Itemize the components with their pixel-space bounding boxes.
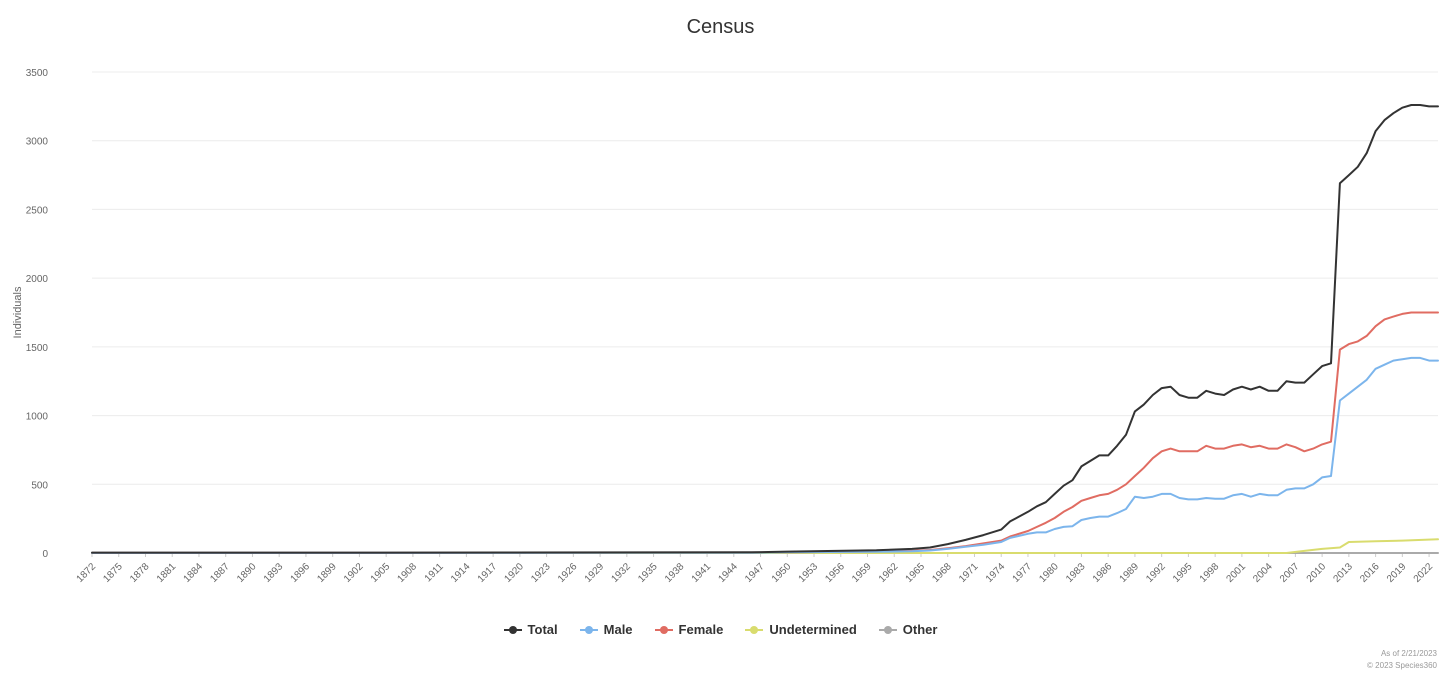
y-tick-label: 1500 xyxy=(26,343,49,354)
x-tick-label: 2022 xyxy=(1412,561,1436,585)
x-tick-label: 1911 xyxy=(423,561,446,584)
x-tick-label: 1941 xyxy=(690,561,714,585)
x-tick-label: 1908 xyxy=(396,561,420,585)
x-tick-label: 1923 xyxy=(529,561,553,585)
x-tick-label: 1875 xyxy=(101,561,125,585)
legend-symbol-icon xyxy=(654,625,673,635)
x-tick-label: 1917 xyxy=(476,561,500,585)
x-tick-label: 1959 xyxy=(850,561,874,585)
x-tick-label: 1887 xyxy=(208,561,232,585)
x-tick-label: 1974 xyxy=(984,561,1008,585)
legend: Total Male Female Undetermined Other xyxy=(0,622,1441,637)
credits: As of 2/21/2023 © 2023 Species360 xyxy=(1367,648,1437,672)
x-tick-label: 1962 xyxy=(877,561,901,585)
legend-item-male[interactable]: Male xyxy=(579,622,633,637)
x-tick-label: 1956 xyxy=(823,561,847,585)
legend-item-other[interactable]: Other xyxy=(878,622,938,637)
x-tick-label: 1881 xyxy=(155,561,179,585)
legend-label: Total xyxy=(527,622,558,637)
x-tick-label: 1944 xyxy=(716,561,740,585)
x-tick-label: 1893 xyxy=(262,561,286,585)
x-tick-label: 2004 xyxy=(1251,561,1275,585)
x-tick-label: 1872 xyxy=(75,561,99,585)
x-tick-label: 1899 xyxy=(315,561,339,585)
legend-symbol-icon xyxy=(579,625,598,635)
x-tick-label: 1953 xyxy=(797,561,821,585)
y-tick-label: 2500 xyxy=(26,205,49,216)
x-tick-label: 1971 xyxy=(957,561,981,585)
series-line-male xyxy=(91,356,1439,554)
y-tick-label: 0 xyxy=(42,549,48,560)
x-tick-label: 1905 xyxy=(369,561,393,585)
x-tick-label: 2013 xyxy=(1331,561,1355,585)
legend-item-female[interactable]: Female xyxy=(654,622,724,637)
legend-item-undetermined[interactable]: Undetermined xyxy=(745,622,857,637)
legend-label: Female xyxy=(678,622,724,637)
legend-label: Male xyxy=(603,622,633,637)
x-tick-label: 2016 xyxy=(1358,561,1382,585)
x-tick-label: 1950 xyxy=(770,561,794,585)
x-tick-label: 1989 xyxy=(1118,561,1142,585)
credits-copyright: © 2023 Species360 xyxy=(1367,661,1437,670)
x-tick-label: 2007 xyxy=(1278,561,1302,585)
legend-label: Other xyxy=(902,622,938,637)
x-tick-label: 1929 xyxy=(583,561,607,585)
y-tick-label: 500 xyxy=(31,480,48,491)
x-tick-label: 2019 xyxy=(1385,561,1409,585)
x-tick-label: 1902 xyxy=(342,561,366,585)
legend-item-total[interactable]: Total xyxy=(503,622,558,637)
chart-title: Census xyxy=(686,16,755,38)
y-tick-label: 2000 xyxy=(26,274,49,285)
x-tick-label: 1938 xyxy=(663,561,687,585)
x-tick-label: 1977 xyxy=(1011,561,1035,585)
x-tick-label: 1884 xyxy=(182,561,206,585)
legend-symbol-icon xyxy=(745,625,764,635)
x-tick-label: 1878 xyxy=(128,561,152,585)
x-tick-label: 1926 xyxy=(556,561,580,585)
x-tick-label: 1998 xyxy=(1198,561,1222,585)
x-tick-label: 1995 xyxy=(1171,561,1195,585)
x-tick-label: 2010 xyxy=(1305,561,1329,585)
x-tick-label: 1932 xyxy=(609,561,633,585)
legend-symbol-icon xyxy=(878,625,897,635)
x-tick-label: 1935 xyxy=(636,561,660,585)
legend-symbol-icon xyxy=(503,625,522,635)
series-line-female xyxy=(91,311,1439,554)
x-tick-label: 1968 xyxy=(930,561,954,585)
x-tick-label: 1965 xyxy=(904,561,928,585)
x-tick-label: 1992 xyxy=(1144,561,1168,585)
y-tick-label: 3500 xyxy=(26,68,49,79)
x-tick-label: 1980 xyxy=(1037,561,1061,585)
x-tick-label: 1920 xyxy=(502,561,526,585)
x-tick-label: 1986 xyxy=(1091,561,1115,585)
y-tick-label: 1000 xyxy=(26,412,49,423)
y-tick-label: 3000 xyxy=(26,137,49,148)
x-tick-label: 1947 xyxy=(743,561,767,585)
series-line-total xyxy=(91,104,1439,554)
series-line-undetermined xyxy=(91,538,1439,554)
x-tick-label: 2001 xyxy=(1225,561,1249,585)
credits-date: As of 2/21/2023 xyxy=(1380,649,1437,658)
x-tick-label: 1914 xyxy=(449,561,473,585)
x-tick-label: 1890 xyxy=(235,561,259,585)
x-tick-label: 1983 xyxy=(1064,561,1088,585)
y-axis-label: Individuals xyxy=(12,286,24,338)
x-tick-label: 1896 xyxy=(289,561,313,585)
legend-label: Undetermined xyxy=(769,622,857,637)
